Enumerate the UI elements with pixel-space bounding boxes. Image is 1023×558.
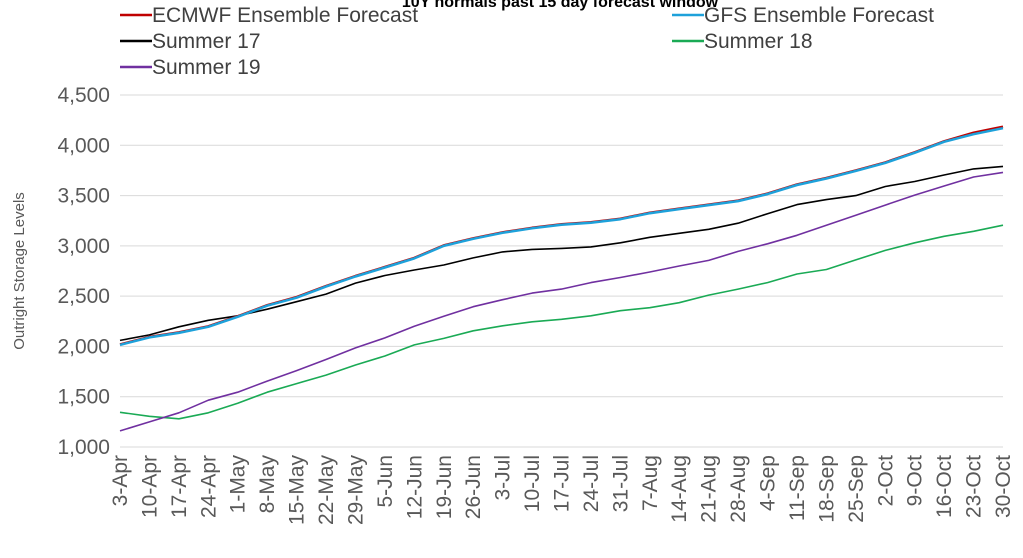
y-tick-label: 3,000 (57, 235, 110, 258)
series-line (119, 165, 1004, 342)
legend-entry: Summer 17 (152, 30, 261, 53)
y-tick-label: 4,000 (57, 134, 110, 157)
legend-entry: GFS Ensemble Forecast (704, 4, 934, 27)
gridlines (120, 94, 1003, 448)
x-tick-label: 16-Oct (933, 455, 956, 518)
x-tick-label: 15-May (286, 455, 309, 526)
x-tick-label: 10-Jul (521, 455, 544, 512)
x-tick-label: 9-Oct (904, 455, 927, 507)
y-tick-label: 1,500 (57, 386, 110, 409)
series-lines (119, 125, 1004, 432)
y-tick-label: 1,000 (57, 436, 110, 459)
series-line (119, 126, 1004, 347)
legend-entry: ECMWF Ensemble Forecast (152, 4, 418, 27)
x-tick-label: 24-Apr (197, 455, 220, 518)
x-tick-label: 2-Oct (874, 455, 897, 507)
x-tick-label: 3-Jul (492, 455, 515, 501)
x-tick-label: 1-May (227, 455, 250, 514)
chart-title: 10Y normals past 15 day forecast window (402, 0, 719, 11)
x-tick-label: 8-May (256, 455, 279, 514)
x-tick-label: 12-Jun (403, 455, 426, 519)
series-line (119, 171, 1004, 432)
x-tick-label: 21-Aug (698, 455, 721, 523)
legend-entry: Summer 19 (152, 56, 261, 79)
x-tick-label: 18-Sep (815, 455, 838, 523)
x-tick-label: 5-Jun (374, 455, 397, 508)
x-axis: 3-Apr 10-Apr 17-Apr 24-Apr 1-May 8-May 15-May 2… (109, 446, 1015, 526)
y-axis: 1,000 1,500 2,000 2,500 3,000 3,500 4,000 4,500 (57, 84, 110, 459)
x-tick-label: 29-May (344, 455, 367, 526)
x-tick-label: 19-Jun (433, 455, 456, 519)
x-tick-label: 25-Sep (845, 455, 868, 523)
x-tick-label: 22-May (315, 455, 338, 526)
x-tick-label: 23-Oct (963, 455, 986, 518)
x-tick-label: 17-Jul (551, 455, 574, 512)
legend-entry: Summer 18 (704, 30, 813, 53)
y-tick-label: 3,500 (57, 185, 110, 208)
chart-legend: ECMWF Ensemble Forecast GFS Ensemble Fore… (120, 4, 934, 79)
x-tick-label: 26-Jun (462, 455, 485, 519)
x-tick-label: 7-Aug (639, 455, 662, 511)
x-tick-label: 31-Jul (609, 455, 632, 512)
x-tick-label: 17-Apr (168, 455, 191, 518)
x-tick-label: 28-Aug (727, 455, 750, 523)
y-tick-label: 4,500 (57, 84, 110, 107)
x-tick-label: 14-Aug (668, 455, 691, 523)
x-tick-label: 30-Oct (992, 455, 1015, 518)
y-tick-label: 2,000 (57, 335, 110, 358)
x-tick-label: 11-Sep (786, 455, 809, 521)
series-line (119, 224, 1004, 420)
x-tick-label: 4-Sep (757, 455, 780, 511)
x-tick-label: 3-Apr (109, 455, 132, 506)
x-tick-label: 10-Apr (138, 455, 161, 518)
x-tick-label: 24-Jul (580, 455, 603, 512)
y-axis-label: Outright Storage Levels (11, 192, 28, 350)
y-tick-label: 2,500 (57, 285, 110, 308)
